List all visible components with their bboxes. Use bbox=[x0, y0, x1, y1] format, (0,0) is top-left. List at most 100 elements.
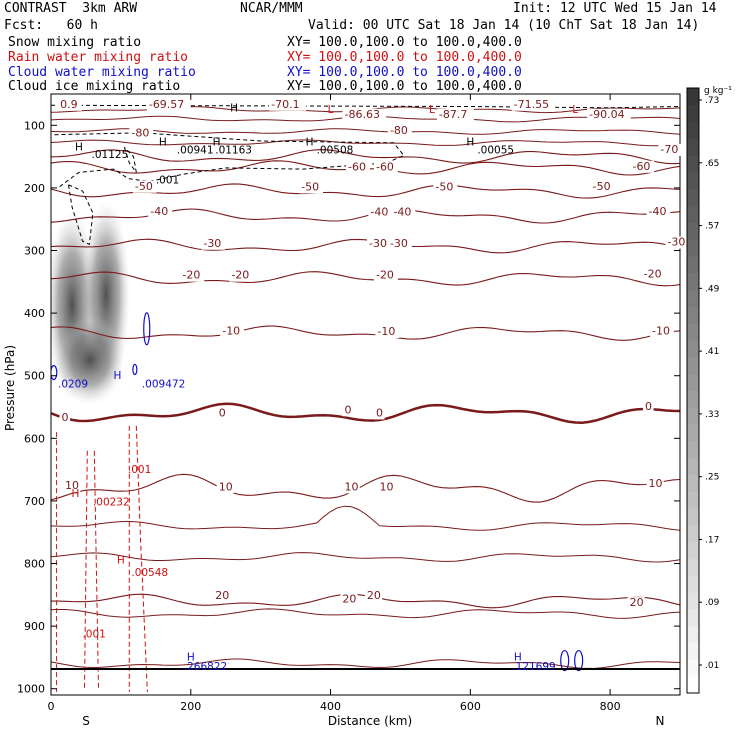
isotherm-label: -60 bbox=[348, 160, 366, 173]
high-marker: H bbox=[159, 136, 167, 148]
maximum-value-label: .001 bbox=[128, 464, 151, 476]
colorbar-bin bbox=[687, 306, 699, 324]
label-backdrop bbox=[433, 181, 458, 194]
colorbar-label: .33 bbox=[705, 410, 719, 420]
isotherm-label: 10 bbox=[65, 479, 79, 492]
y-tick-label: 900 bbox=[24, 620, 45, 633]
colorbar-bin bbox=[687, 222, 699, 240]
init-time: Init: 12 UTC Wed 15 Jan 14 bbox=[513, 1, 717, 16]
x-tick-label: 600 bbox=[460, 700, 481, 713]
label-backdrop bbox=[373, 161, 398, 174]
isotherm-label: -20 bbox=[644, 267, 662, 280]
isotherm-label: -86.63 bbox=[345, 108, 380, 121]
center-title: NCAR/MMM bbox=[240, 1, 303, 16]
maximum-value-label: .001 bbox=[82, 628, 105, 640]
isotherm-label: -80 bbox=[131, 127, 149, 140]
label-backdrop bbox=[646, 205, 671, 218]
colorbar-bin bbox=[687, 457, 699, 476]
label-backdrop bbox=[148, 205, 173, 218]
isotherm-line bbox=[51, 238, 680, 254]
isotherm-label: -50 bbox=[301, 180, 319, 193]
isotherm-label: -20 bbox=[182, 269, 200, 282]
maximum-value-label: .01125 bbox=[92, 149, 129, 161]
label-backdrop bbox=[146, 98, 191, 111]
field-cloudice-name: Cloud ice mixing ratio bbox=[8, 79, 181, 94]
low-marker: L bbox=[572, 104, 578, 116]
isotherm-label: -50 bbox=[593, 180, 611, 193]
isotherm-line bbox=[51, 183, 680, 199]
isotherm-line bbox=[51, 128, 680, 135]
colorbar-bin bbox=[687, 356, 699, 375]
colorbar-bin bbox=[687, 138, 699, 156]
colorbar-bin bbox=[687, 558, 699, 576]
label-backdrop bbox=[590, 180, 615, 193]
plot-frame bbox=[50, 93, 681, 696]
isotherm-line bbox=[51, 139, 680, 147]
north-label: N bbox=[656, 714, 665, 728]
maximum-value-label: .00055 bbox=[477, 144, 514, 156]
isotherm-label: -40 bbox=[649, 205, 667, 218]
isotherm-label: -70.1 bbox=[271, 98, 299, 111]
label-backdrop bbox=[650, 325, 674, 338]
colorbar-label: .57 bbox=[705, 222, 719, 232]
isotherm-line bbox=[51, 271, 680, 287]
maximum-value-label: .266822 bbox=[184, 661, 227, 673]
field-snow-xy: XY= 100.0,100.0 to 100.0,400.0 bbox=[287, 35, 522, 50]
colorbar-label: .09 bbox=[705, 598, 720, 608]
cloud-water-contour bbox=[51, 364, 58, 381]
isotherm-label: -80 bbox=[390, 124, 408, 137]
isotherm-line bbox=[51, 325, 680, 341]
colorbar-bin bbox=[687, 407, 699, 425]
isotherm-line bbox=[51, 402, 680, 424]
label-backdrop bbox=[342, 108, 387, 121]
label-backdrop bbox=[220, 325, 245, 338]
isotherm-label: -40 bbox=[393, 205, 411, 218]
high-marker: H bbox=[514, 652, 522, 664]
maximum-value-label: .01163 bbox=[215, 144, 252, 156]
isotherm-label: -90.04 bbox=[589, 108, 624, 121]
maximum-value-label: .0209 bbox=[58, 379, 88, 391]
south-label: S bbox=[82, 714, 90, 728]
label-backdrop bbox=[587, 108, 631, 121]
maximum-value-label: .00941 bbox=[177, 144, 214, 156]
colorbar-label: .49 bbox=[705, 284, 720, 294]
y-tick-label: 300 bbox=[24, 245, 45, 258]
label-backdrop bbox=[436, 108, 474, 121]
isotherm-label: -87.7 bbox=[439, 108, 467, 121]
colorbar: .01 .09 .17 .25 .33 .41 .49 .57 .65 .73 bbox=[686, 87, 720, 694]
field-cloudwater-name: Cloud water mixing ratio bbox=[8, 65, 196, 80]
y-tick-label: 200 bbox=[24, 182, 45, 195]
high-marker: H bbox=[213, 136, 221, 148]
colorbar-label: .01 bbox=[705, 661, 719, 671]
isotherm-label: -20 bbox=[231, 269, 249, 282]
label-backdrop bbox=[216, 407, 228, 420]
isotherm-line bbox=[51, 505, 680, 531]
isotherm-label: -60 bbox=[376, 160, 394, 173]
label-backdrop bbox=[229, 269, 254, 282]
colorbar-bin bbox=[687, 323, 699, 341]
field-cloudwater-xy: XY= 100.0,100.0 to 100.0,400.0 bbox=[287, 65, 522, 80]
label-backdrop bbox=[59, 411, 71, 424]
isotherm-label: 0 bbox=[645, 400, 652, 413]
maximum-value-label: .00232 bbox=[93, 496, 130, 508]
colorbar-bin bbox=[687, 88, 699, 106]
isotherm-label: 0 bbox=[219, 406, 226, 419]
isotherm-label: 10 bbox=[345, 480, 359, 493]
cloud-ice-contour bbox=[68, 184, 94, 246]
field-rain-name: Rain water mixing ratio bbox=[8, 50, 189, 65]
colorbar-bin bbox=[687, 188, 699, 207]
y-tick-label: 500 bbox=[24, 370, 45, 383]
rain-contour bbox=[84, 450, 88, 689]
isotherm-label: -60 bbox=[632, 160, 650, 173]
isotherm-line bbox=[51, 552, 680, 563]
cloud-water-contour bbox=[132, 363, 138, 376]
x-tick-label: 400 bbox=[320, 700, 341, 713]
isotherm-label: -10 bbox=[222, 324, 240, 337]
isotherm-label: -71.55 bbox=[514, 98, 549, 111]
isotherm-label: -30 bbox=[667, 236, 685, 249]
isotherm-label: 10 bbox=[649, 477, 663, 490]
colorbar-label: .73 bbox=[705, 96, 719, 106]
colorbar-label: .17 bbox=[705, 535, 719, 545]
